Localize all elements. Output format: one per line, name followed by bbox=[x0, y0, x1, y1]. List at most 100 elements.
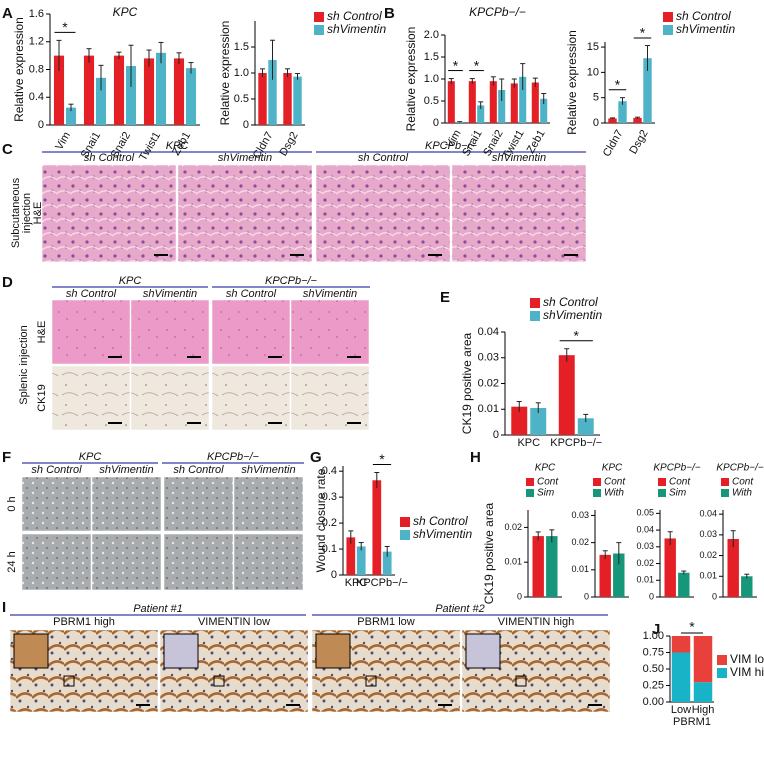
panel-letter: I bbox=[2, 599, 6, 616]
legend-swatch bbox=[400, 530, 410, 540]
y-tick-label: 0.4 bbox=[322, 465, 337, 477]
inset bbox=[163, 633, 199, 669]
bar bbox=[447, 81, 455, 123]
legend-swatch bbox=[717, 655, 727, 665]
legend-swatch bbox=[400, 517, 410, 527]
bar bbox=[599, 554, 611, 597]
significance-star: * bbox=[615, 76, 621, 92]
y-tick-label: 15 bbox=[587, 41, 599, 53]
y-tick-label: 1.5 bbox=[424, 51, 439, 63]
y-tick-label: 0.04 bbox=[699, 509, 717, 519]
y-axis-label: CK19 positive area bbox=[460, 332, 474, 434]
sub-label: sh Control bbox=[31, 464, 82, 476]
chart-title: KPC bbox=[535, 463, 556, 474]
bar bbox=[519, 76, 527, 123]
significance-star: * bbox=[453, 57, 459, 73]
bar bbox=[546, 536, 558, 597]
bar bbox=[678, 572, 690, 597]
sub-label: VIMENTIN high bbox=[498, 616, 574, 628]
x-tick-label: Vim bbox=[53, 130, 73, 152]
bar bbox=[283, 73, 292, 125]
bar bbox=[293, 76, 302, 125]
group-label: Patient #1 bbox=[133, 603, 183, 615]
x-tick-label: Cldn7 bbox=[601, 128, 626, 159]
chart-title: KPCPb−/− bbox=[469, 5, 526, 19]
micrograph bbox=[21, 533, 92, 591]
bar bbox=[510, 83, 518, 123]
inset bbox=[315, 633, 351, 669]
legend-label: shVimentin bbox=[413, 527, 472, 541]
y-tick-label: 0.02 bbox=[478, 377, 499, 389]
bar bbox=[558, 355, 575, 435]
y-tick-label: 2.0 bbox=[424, 29, 439, 41]
y-tick-label: 0.05 bbox=[636, 508, 654, 518]
bar bbox=[643, 58, 652, 124]
x-tick-label: High bbox=[692, 704, 715, 716]
legend-label: Sim bbox=[669, 488, 686, 499]
inset-box bbox=[515, 675, 527, 687]
legend-label: With bbox=[604, 488, 624, 499]
y-tick-label: 0.03 bbox=[699, 529, 717, 539]
y-tick-label: 1.2 bbox=[29, 36, 44, 48]
legend-label: VIM high bbox=[730, 665, 764, 679]
y-tick-label: 0 bbox=[433, 117, 439, 129]
y-tick-label: 0 bbox=[493, 429, 499, 441]
micrograph bbox=[177, 164, 313, 263]
bar bbox=[532, 536, 544, 597]
sub-label: sh Control bbox=[358, 152, 409, 164]
x-tick-label: Dsg2 bbox=[277, 130, 300, 158]
legend-label: sh Control bbox=[676, 9, 731, 23]
x-tick-label: KPCPb−/− bbox=[356, 577, 408, 589]
micrograph bbox=[233, 476, 304, 532]
bar bbox=[346, 537, 356, 575]
micrograph bbox=[163, 476, 234, 532]
chart-title: KPC bbox=[602, 463, 623, 474]
bar bbox=[511, 406, 528, 435]
legend-label: Cont bbox=[732, 477, 754, 488]
y-tick-label: 0.01 bbox=[478, 403, 499, 415]
y-tick-label: 0 bbox=[584, 591, 589, 601]
y-tick-label: 0.5 bbox=[424, 95, 439, 107]
legend-label: shVimentin bbox=[676, 22, 735, 36]
legend-swatch bbox=[658, 478, 666, 486]
bar bbox=[741, 576, 753, 597]
y-tick-label: 1.0 bbox=[424, 73, 439, 85]
y-axis-label: Relative expression bbox=[218, 21, 232, 126]
inset bbox=[465, 633, 501, 669]
bar bbox=[372, 480, 382, 575]
inset-box bbox=[213, 675, 225, 687]
bar bbox=[83, 55, 95, 125]
y-tick-label: 0.50 bbox=[643, 663, 664, 675]
legend-label: Sim bbox=[537, 488, 554, 499]
sub-label: PBRM1 high bbox=[53, 616, 115, 628]
micrograph bbox=[51, 365, 131, 431]
legend-label: Cont bbox=[669, 477, 691, 488]
legend-swatch bbox=[721, 478, 729, 486]
significance-star: * bbox=[689, 619, 695, 635]
row-label: H&E bbox=[36, 321, 48, 344]
y-axis-label: CK19 positive area bbox=[482, 502, 496, 604]
legend-swatch bbox=[663, 12, 673, 22]
bar bbox=[155, 52, 167, 125]
x-tick-label: KPCPb−/− bbox=[550, 437, 602, 449]
y-tick-label: 0 bbox=[331, 569, 337, 581]
sub-label: shVimentin bbox=[241, 464, 295, 476]
bar bbox=[531, 82, 539, 123]
row-label: H&E bbox=[32, 202, 44, 225]
chart-title: KPCPb−/− bbox=[653, 463, 700, 474]
x-tick-label: KPC bbox=[345, 577, 368, 589]
y-tick-label: 0 bbox=[517, 591, 522, 601]
bar bbox=[477, 105, 485, 123]
bar bbox=[530, 407, 547, 435]
legend-label: VIM low bbox=[730, 652, 764, 666]
y-tick-label: 0.02 bbox=[636, 558, 654, 568]
sub-label: shVimentin bbox=[99, 464, 153, 476]
legend-label: sh Control bbox=[543, 295, 598, 309]
y-tick-label: 5 bbox=[593, 92, 599, 104]
y-tick-label: 0.02 bbox=[571, 537, 589, 547]
bar bbox=[382, 551, 392, 575]
micrograph bbox=[51, 299, 131, 365]
row-label: 24 h bbox=[6, 551, 18, 572]
bar bbox=[173, 58, 185, 125]
